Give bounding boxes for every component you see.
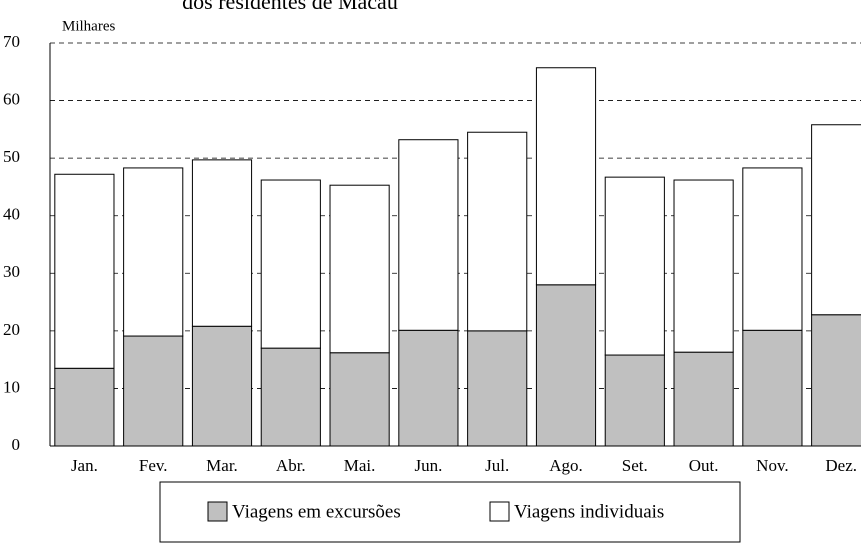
y-tick-label: 70	[3, 32, 20, 51]
bar-segment	[535, 284, 597, 447]
bar-segment	[398, 329, 459, 447]
bar-segment	[467, 131, 528, 332]
x-tick-label: Nov.	[756, 456, 788, 475]
x-tick-label: Fev.	[139, 456, 168, 475]
bar-segment	[811, 314, 861, 447]
bar-segment	[742, 329, 803, 447]
legend-label: Viagens em excursões	[232, 501, 401, 522]
y-tick-label: 50	[3, 147, 20, 166]
y-tick-label: 30	[3, 262, 20, 281]
bar-segment	[604, 354, 665, 447]
legend-swatch	[489, 501, 510, 522]
bar-segment	[535, 67, 597, 286]
chart-title: dos residentes de Macau	[182, 0, 398, 14]
x-tick-label: Abr.	[276, 456, 306, 475]
y-tick-label: 40	[3, 205, 20, 224]
y-tick-label: 0	[12, 435, 21, 454]
x-tick-label: Set.	[622, 456, 648, 475]
bar-segment	[673, 351, 734, 447]
bar-segment	[604, 176, 665, 356]
x-tick-label: Jan.	[71, 456, 98, 475]
bar-segment	[191, 159, 253, 327]
legend-swatch	[207, 501, 228, 522]
bar-segment	[191, 325, 253, 447]
bar-segment	[123, 335, 184, 447]
bar-segment	[54, 173, 115, 369]
y-tick-label: 10	[3, 377, 20, 396]
bar-segment	[260, 179, 321, 349]
x-tick-label: Ago.	[549, 456, 583, 475]
bar-segment	[398, 139, 459, 331]
legend-box	[159, 481, 741, 543]
x-tick-label: Jun.	[414, 456, 442, 475]
legend-label: Viagens individuais	[514, 501, 664, 522]
bar-segment	[329, 184, 390, 354]
bar-segment	[329, 352, 390, 447]
bar-segment	[673, 179, 734, 353]
x-tick-label: Jul.	[485, 456, 509, 475]
x-tick-label: Mai.	[344, 456, 376, 475]
y-axis-label: Milhares	[62, 18, 115, 34]
bar-segment	[811, 124, 861, 316]
y-tick-label: 20	[3, 320, 20, 339]
bar-segment	[742, 167, 803, 331]
x-tick-label: Out.	[689, 456, 719, 475]
bar-segment	[54, 367, 115, 447]
bar-segment	[467, 330, 528, 447]
y-tick-label: 60	[3, 89, 20, 108]
x-tick-label: Dez.	[825, 456, 857, 475]
bar-segment	[123, 167, 184, 337]
bar-segment	[260, 347, 321, 447]
x-tick-label: Mar.	[206, 456, 238, 475]
